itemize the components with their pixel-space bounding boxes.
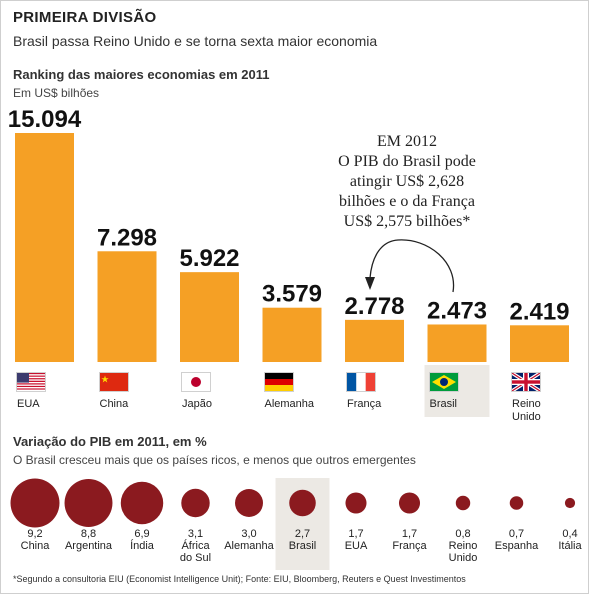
bar-japão xyxy=(180,272,239,362)
bubble-value-label: 1,7 xyxy=(401,528,418,540)
annotation-line: bilhões e o da França xyxy=(339,193,475,210)
bubble-country-label: Espanha xyxy=(494,540,539,552)
bubble-country-label: Alemanha xyxy=(224,540,274,552)
bubble-label: 3,0 Alemanha xyxy=(221,528,277,552)
japan-flag-icon xyxy=(182,373,210,391)
bubble-frança xyxy=(398,492,421,514)
bubble-label: 2,7 Brasil xyxy=(275,528,331,552)
bubble-alemanha xyxy=(235,489,263,517)
bubble-country-label: Índia xyxy=(130,540,154,552)
bubble-country-label: África xyxy=(181,540,210,552)
bar-eua xyxy=(15,133,74,362)
bubble-value-label: 6,9 xyxy=(134,528,150,540)
bubble-country-label: Reino xyxy=(448,540,478,552)
bubble-value-label: 0,8 xyxy=(455,528,471,540)
bar-category-label: Brasil xyxy=(429,398,458,410)
bubble-value-label: 3,1 xyxy=(187,528,204,540)
growth-title: Variação do PIB em 2011, em % xyxy=(13,434,207,449)
bubble-eua xyxy=(345,492,367,514)
bubble-label: 0,4 Itália xyxy=(542,528,591,552)
bar-china xyxy=(97,251,157,362)
bubble-country-label: do Sul xyxy=(179,552,212,564)
bubble-country-label: Itália xyxy=(558,540,582,552)
bar-brasil xyxy=(427,324,487,362)
bubble-value-label: 0,4 xyxy=(562,528,578,540)
bubble-argentina xyxy=(64,479,113,527)
bubble-índia xyxy=(120,481,164,525)
annotation-2012: EM 2012 O PIB do Brasil pode atingir US$… xyxy=(318,132,496,232)
germany-flag-icon xyxy=(264,373,293,391)
ranking-title: Ranking das maiores economias em 2011 xyxy=(13,67,270,82)
growth-note: O Brasil cresceu mais que os países rico… xyxy=(13,453,416,467)
bubble-country-label: Argentina xyxy=(64,540,113,552)
bar-value-label: 15.094 xyxy=(8,106,82,133)
bubble-reino-unido xyxy=(455,495,471,511)
bar-reino-unido xyxy=(510,325,569,362)
bar-category-label: Japão xyxy=(182,398,212,410)
bubble-country-label: China xyxy=(20,540,50,552)
bubble-china xyxy=(10,478,60,528)
france-flag-icon xyxy=(347,373,375,391)
bubble-value-label: 0,7 xyxy=(508,528,525,540)
bubble-value-label: 2,7 xyxy=(294,528,311,540)
footnote: *Segundo a consultoria EIU (Economist In… xyxy=(13,574,466,584)
annotation-line: US$ 2,575 bilhões* xyxy=(343,213,471,230)
bar-value-label: 2.419 xyxy=(509,298,569,325)
bubble-label: 1,7 EUA xyxy=(328,528,384,552)
bubble-itália xyxy=(564,497,576,509)
bubble-value-label: 1,7 xyxy=(348,528,364,540)
annotation-arrow xyxy=(369,239,455,293)
bubble-label: 8,8 Argentina xyxy=(61,528,117,552)
bubble-áfrica-do-sul xyxy=(181,488,210,518)
page-title: PRIMEIRA DIVISÃO xyxy=(13,9,157,26)
page-subtitle: Brasil passa Reino Unido e se torna sext… xyxy=(13,33,378,49)
bubble-label: 0,7 Espanha xyxy=(489,528,545,552)
bubble-value-label: 9,2 xyxy=(27,528,43,540)
bar-value-label: 7.298 xyxy=(97,224,157,251)
bar-category-label: Alemanha xyxy=(264,398,315,410)
bar-category-label: EUA xyxy=(17,398,40,410)
annotation-line: O PIB do Brasil pode xyxy=(338,153,476,170)
brazil-flag-icon xyxy=(429,373,458,391)
bar-value-label: 3.579 xyxy=(262,281,322,308)
bar-category-label: França xyxy=(347,398,382,410)
bar-category-label: Reino Unido xyxy=(512,398,541,423)
bubble-label: 3,1 África do Sul xyxy=(168,528,224,564)
bubble-country-label: Unido xyxy=(448,552,478,564)
bubble-label: 1,7 França xyxy=(382,528,438,552)
bubble-country-label: EUA xyxy=(344,540,368,552)
china-flag-icon xyxy=(99,373,128,391)
bubble-value-label: 3,0 xyxy=(241,528,257,540)
annotation-arrowhead xyxy=(365,277,375,290)
bar-value-label: 5.922 xyxy=(179,245,239,272)
annotation-line: EM 2012 xyxy=(377,133,437,150)
bar-value-label: 2.473 xyxy=(427,297,487,324)
ranking-unit: Em US$ bilhões xyxy=(13,86,100,100)
bar-category-label: China xyxy=(99,398,129,410)
bar-value-label: 2.778 xyxy=(344,293,404,320)
bubble-label: 0,8 Reino Unido xyxy=(435,528,491,564)
bubble-label: 6,9 Índia xyxy=(114,528,170,552)
bubble-value-label: 8,8 xyxy=(80,528,97,540)
bar-frança xyxy=(345,319,404,362)
bubble-espanha xyxy=(509,496,524,510)
bubble-country-label: França xyxy=(392,540,427,552)
bubble-brasil xyxy=(289,489,316,517)
uk-flag-icon xyxy=(512,373,540,391)
annotation-line: atingir US$ 2,628 xyxy=(349,173,465,190)
usa-flag-icon xyxy=(17,373,45,391)
bubble-country-label: Brasil xyxy=(288,540,317,552)
bubble-label: 9,2 China xyxy=(7,528,63,552)
bar-alemanha xyxy=(262,307,322,362)
